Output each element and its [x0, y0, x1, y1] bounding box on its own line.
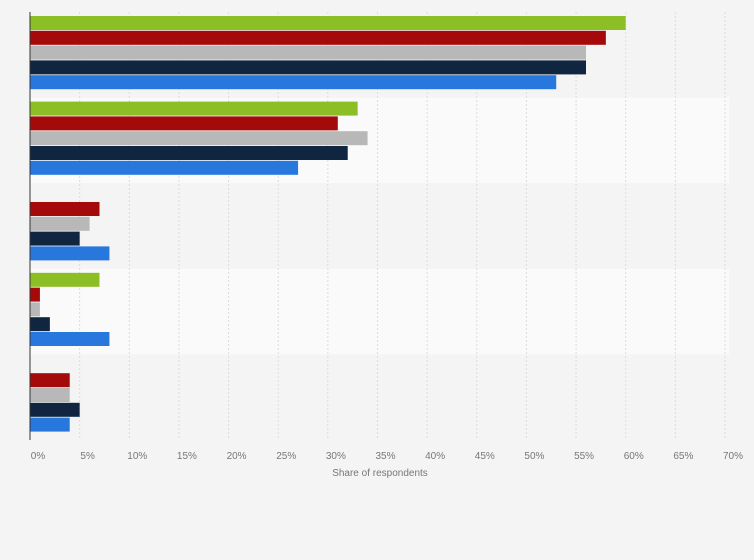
- bar: [30, 75, 557, 90]
- bar: [30, 45, 586, 60]
- x-tick-label: 45%: [475, 451, 495, 462]
- bar: [30, 402, 80, 417]
- bar: [30, 216, 90, 231]
- x-tick-label: 65%: [673, 451, 693, 462]
- bar: [30, 302, 40, 317]
- x-tick-label: 10%: [127, 451, 147, 462]
- bar: [30, 202, 100, 216]
- bar: [30, 116, 338, 131]
- bar: [30, 60, 586, 75]
- x-tick-label: 5%: [80, 451, 95, 462]
- x-tick-label: 25%: [276, 451, 296, 462]
- bar: [30, 160, 299, 175]
- x-tick-label: 15%: [177, 451, 197, 462]
- x-tick-label: 20%: [227, 451, 247, 462]
- x-tick-label: 35%: [375, 451, 395, 462]
- bar: [30, 287, 40, 302]
- bar: [30, 131, 368, 146]
- x-tick-label: 0%: [31, 451, 46, 462]
- bar: [30, 101, 358, 116]
- x-tick-label: 70%: [723, 451, 743, 462]
- x-tick-label: 55%: [574, 451, 594, 462]
- bar: [30, 272, 100, 287]
- x-axis-label: Share of respondents: [332, 468, 428, 479]
- bar: [30, 30, 606, 45]
- bar: [30, 388, 70, 402]
- bar: [30, 332, 110, 346]
- bar: [30, 373, 70, 388]
- x-tick-label: 50%: [524, 451, 544, 462]
- x-tick-label: 30%: [326, 451, 346, 462]
- category-band: [30, 183, 729, 269]
- bar: [30, 417, 70, 432]
- category-band: [30, 354, 729, 440]
- bar: [30, 231, 80, 246]
- category-band: [30, 268, 729, 355]
- bar: [30, 246, 110, 261]
- bar: [30, 146, 348, 160]
- bar: [30, 16, 626, 30]
- x-tick-label: 40%: [425, 451, 445, 462]
- bar: [30, 317, 50, 332]
- x-tick-label: 60%: [624, 451, 644, 462]
